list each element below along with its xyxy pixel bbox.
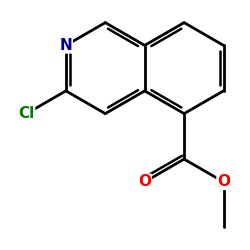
Text: Cl: Cl (18, 106, 34, 121)
Text: O: O (217, 174, 230, 190)
Text: N: N (60, 38, 72, 53)
Text: O: O (138, 174, 151, 190)
